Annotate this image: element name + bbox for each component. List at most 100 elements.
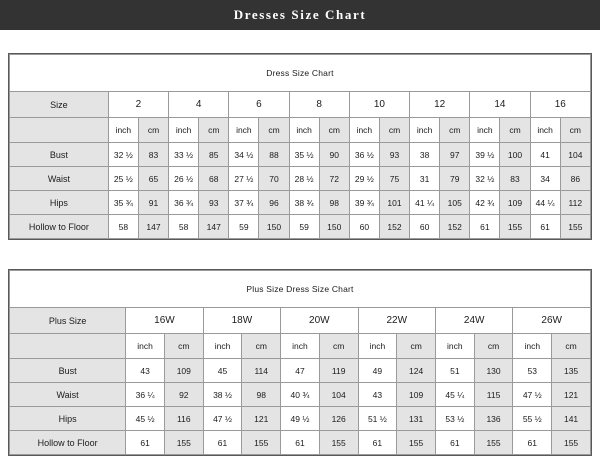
unit-inch-20W: inch <box>280 333 320 359</box>
cell-cm: 75 <box>378 166 411 191</box>
cell-inch: 35 ½ <box>288 142 320 167</box>
cell-cm: 116 <box>163 406 204 431</box>
cell-cm: 150 <box>318 214 350 239</box>
cell-inch: 38 ½ <box>202 382 243 407</box>
unit-cm-12: cm <box>439 117 471 143</box>
table-row: Hollow to Floor 58 147 58 147 59 150 59 150 60 152… <box>9 214 592 239</box>
cell-cm: 155 <box>241 430 282 455</box>
cell-cm: 155 <box>551 430 591 455</box>
cell-cm: 152 <box>439 214 471 239</box>
cell-cm: 155 <box>499 214 531 239</box>
plus-size-table-container: Plus Size Dress Size Chart Plus Size 16W 18… <box>8 269 592 456</box>
cell-inch: 45 ½ <box>125 406 165 431</box>
row-label: Bust <box>9 142 109 167</box>
cell-cm: 135 <box>551 358 591 383</box>
cell-inch: 39 ½ <box>469 142 501 167</box>
cell-cm: 136 <box>473 406 514 431</box>
row-label: Hips <box>8 406 127 431</box>
cell-inch: 61 <box>280 430 320 455</box>
cell-cm: 92 <box>163 382 204 407</box>
cell-inch: 47 <box>280 358 320 383</box>
size-header-16W: 16W <box>125 307 204 334</box>
cell-inch: 34 <box>529 166 561 191</box>
standard-size-table: Dress Size Chart Size 2 4 6 8 10 12 14 16 inch cm in… <box>9 54 592 239</box>
size-header-2: 2 <box>107 91 170 118</box>
cell-cm: 105 <box>439 190 471 215</box>
unit-cm-2: cm <box>137 117 170 143</box>
unit-inch-14: inch <box>469 117 501 143</box>
unit-inch-22W: inch <box>357 333 398 359</box>
unit-header-row: inch cm inch cm inch cm inch cm inch cm inch cm inch… <box>9 117 592 143</box>
cell-cm: 152 <box>378 214 411 239</box>
cell-cm: 126 <box>318 406 359 431</box>
cell-inch: 60 <box>409 214 441 239</box>
size-header-10: 10 <box>348 91 411 118</box>
cell-cm: 147 <box>137 214 170 239</box>
cell-cm: 131 <box>396 406 436 431</box>
cell-inch: 61 <box>434 430 475 455</box>
size-header-row: Size 2 4 6 8 10 12 14 16 <box>9 91 592 118</box>
row-label: Waist <box>9 166 109 191</box>
row-label: Waist <box>8 382 127 407</box>
cell-inch: 37 ¾ <box>228 190 260 215</box>
cell-cm: 72 <box>318 166 350 191</box>
cell-inch: 47 ½ <box>202 406 243 431</box>
cell-cm: 109 <box>163 358 204 383</box>
cell-inch: 32 ½ <box>469 166 501 191</box>
cell-inch: 60 <box>348 214 380 239</box>
cell-cm: 83 <box>499 166 531 191</box>
cell-inch: 40 ¾ <box>280 382 320 407</box>
unit-cm-18W: cm <box>241 333 282 359</box>
unit-cm-6: cm <box>258 117 290 143</box>
cell-inch: 36 ½ <box>348 142 380 167</box>
standard-size-table-body: Dress Size Chart Size 2 4 6 8 10 12 14 16 inch cm in… <box>9 54 592 239</box>
cell-cm: 98 <box>318 190 350 215</box>
cell-inch: 26 ½ <box>168 166 200 191</box>
cell-inch: 29 ½ <box>348 166 380 191</box>
cell-cm: 155 <box>396 430 436 455</box>
cell-cm: 150 <box>258 214 290 239</box>
size-header-16: 16 <box>529 91 592 118</box>
cell-cm: 88 <box>258 142 290 167</box>
cell-cm: 155 <box>163 430 204 455</box>
cell-inch: 32 ½ <box>107 142 139 167</box>
table-title: Plus Size Dress Size Chart <box>9 270 591 308</box>
table-title-row: Plus Size Dress Size Chart <box>9 270 591 308</box>
unit-cm-16: cm <box>559 117 592 143</box>
cell-inch: 47 ½ <box>512 382 553 407</box>
size-header-12: 12 <box>409 91 471 118</box>
cell-cm: 112 <box>559 190 592 215</box>
cell-cm: 119 <box>318 358 359 383</box>
cell-cm: 155 <box>318 430 359 455</box>
cell-cm: 90 <box>318 142 350 167</box>
table-row: Waist 25 ½ 65 26 ½ 68 27 ½ 70 28 ½ 72 29 ½ 75 31 79 3… <box>9 166 592 191</box>
cell-inch: 34 ½ <box>228 142 260 167</box>
cell-inch: 35 ¾ <box>107 190 139 215</box>
unit-header-row: inch cm inch cm inch cm inch cm inch cm inch cm <box>8 333 591 359</box>
cell-inch: 41 ¼ <box>409 190 441 215</box>
cell-cm: 91 <box>137 190 170 215</box>
cell-inch: 55 ½ <box>512 406 553 431</box>
cell-inch: 61 <box>202 430 243 455</box>
page-banner: Dresses Size Chart <box>0 0 600 30</box>
unit-cm-16W: cm <box>163 333 204 359</box>
unit-inch-10: inch <box>348 117 380 143</box>
cell-inch: 27 ½ <box>228 166 260 191</box>
plus-size-table-body: Plus Size Dress Size Chart Plus Size 16W 18… <box>8 270 591 455</box>
table-row: Bust 43 109 45 114 47 119 49 124 51 130 53 135 <box>8 358 591 383</box>
cell-inch: 53 <box>512 358 553 383</box>
unit-cm-4: cm <box>198 117 230 143</box>
table-title: Dress Size Chart <box>9 54 591 92</box>
cell-inch: 33 ½ <box>168 142 200 167</box>
cell-inch: 25 ½ <box>107 166 139 191</box>
unit-cm-22W: cm <box>396 333 436 359</box>
size-header-20W: 20W <box>280 307 359 334</box>
cell-inch: 44 ¼ <box>529 190 561 215</box>
cell-inch: 41 <box>529 142 561 167</box>
cell-inch: 61 <box>529 214 561 239</box>
cell-cm: 68 <box>198 166 230 191</box>
plus-size-table: Plus Size Dress Size Chart Plus Size 16W 18… <box>8 270 591 455</box>
cell-inch: 61 <box>125 430 165 455</box>
cell-cm: 104 <box>318 382 359 407</box>
